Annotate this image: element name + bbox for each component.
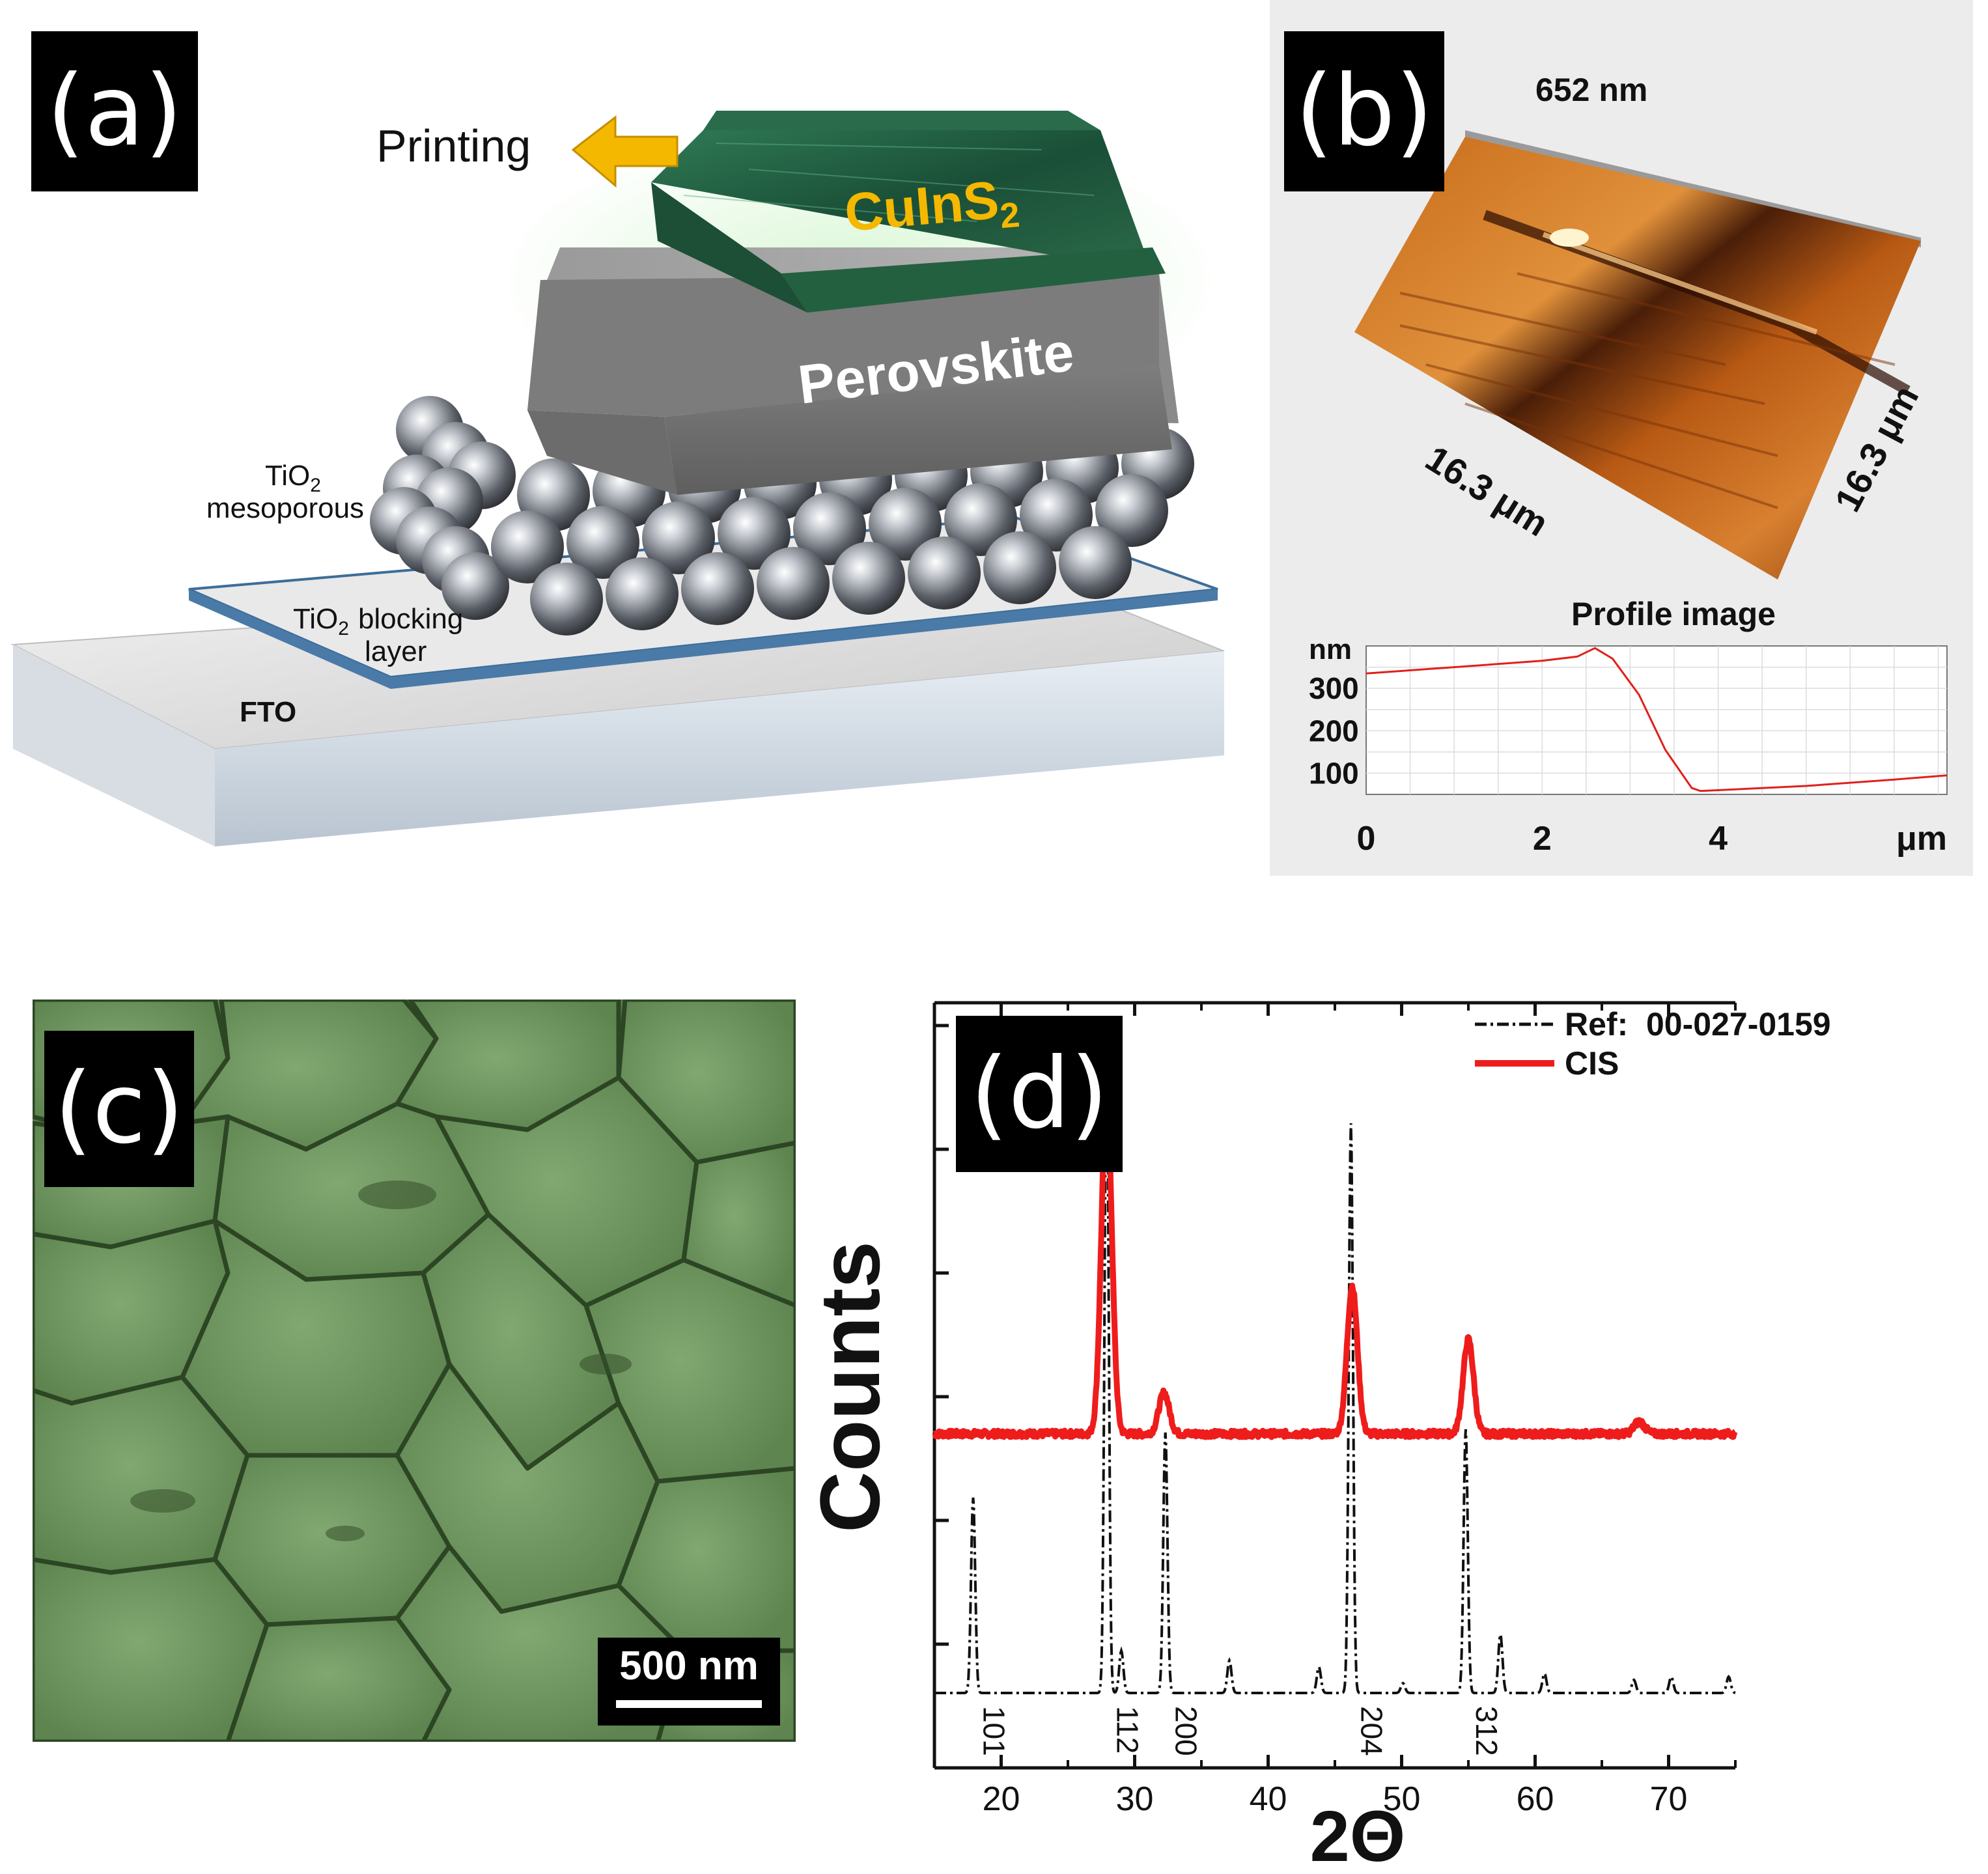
- x-tick-label: 70: [1650, 1780, 1688, 1818]
- afm-surface: [1354, 137, 1921, 580]
- blocking-label-base: TiO: [293, 603, 338, 635]
- printing-arrow: [571, 115, 679, 188]
- tio2-sphere: [832, 542, 905, 615]
- x-tick-label: 50: [1383, 1780, 1421, 1818]
- sem-image: [33, 1000, 796, 1742]
- tio2-sphere: [441, 552, 509, 620]
- meso-label-base: TiO: [265, 460, 310, 492]
- tio2-sphere: [908, 537, 981, 609]
- x-tick-label: 40: [1250, 1780, 1287, 1818]
- afm-height-label: 652 nm: [1535, 72, 1647, 108]
- afm-panel: 652 nm 16.3 μm 16.3 μm Profile image nm …: [1309, 72, 1948, 858]
- profile-x-tick-label: 4: [1709, 820, 1728, 858]
- tio2-sphere: [681, 552, 754, 625]
- profile-line: [1365, 647, 1948, 792]
- tio2-sphere: [869, 488, 942, 561]
- scale-bar-box: 500 nm: [598, 1638, 780, 1726]
- meso-label-word: mesoporous: [206, 492, 364, 524]
- blocking-label: TiO2 blocking: [293, 603, 463, 639]
- profile-y-tick-label: 100: [1309, 756, 1359, 790]
- hkl-label: 112: [1110, 1706, 1144, 1754]
- legend-ref-text: Ref: 00-027-0159: [1565, 1006, 1831, 1042]
- panel-b-label: (b): [1284, 31, 1444, 191]
- panel-d: 101 112 200 204 312 20 30 40 50 60 70 Ref: 00-027…: [802, 964, 1862, 1874]
- tio2-sphere: [757, 547, 830, 620]
- panel-a-label: (a): [31, 31, 198, 191]
- tio2-sphere: [718, 497, 791, 570]
- legend-cis-text: CIS: [1565, 1045, 1619, 1082]
- hkl-labels: 101 112 200 204 312: [977, 1706, 1503, 1756]
- y-axis-label: Counts: [807, 1241, 897, 1533]
- meso-label: TiO2: [265, 460, 321, 496]
- cuins2-label: CuInS2: [843, 169, 1022, 249]
- fto-label: FTO: [240, 696, 296, 728]
- panel-c: (c) 500 nm: [33, 1000, 796, 1742]
- profile-x-ticks: 0 2 4: [1357, 820, 1728, 858]
- tio2-sphere: [944, 483, 1017, 556]
- panel-b: 652 nm 16.3 μm 16.3 μm Profile image nm …: [1270, 0, 1973, 876]
- panel-c-label: (c): [44, 1031, 194, 1187]
- afm-streaks: [1399, 272, 1896, 509]
- xrd-axes: [932, 1001, 1737, 1770]
- tio2-sphere: [491, 510, 564, 583]
- cis-series-line: [932, 1093, 1738, 1440]
- blocking-label-word2: layer: [365, 636, 427, 667]
- blocking-label-word1: blocking: [358, 603, 463, 635]
- tio2-sphere: [606, 557, 679, 630]
- profile-y-tick-label: 200: [1309, 714, 1359, 748]
- cuins2-label-base: CuInS: [843, 171, 1001, 243]
- afm-ridge: [1542, 232, 1818, 335]
- sem-grains: [33, 1000, 796, 1742]
- x-tick-label: 30: [1116, 1780, 1154, 1818]
- profile-y-ticks: 300 200 100: [1309, 671, 1359, 790]
- mesoporous-spheres: [370, 396, 1194, 636]
- panel-a: Printing CuInS2 Perovskite TiO2 mesoporo…: [0, 0, 1276, 892]
- profile-title: Profile image: [1571, 596, 1776, 632]
- x-axis-label: 2Θ: [1310, 1797, 1406, 1869]
- tio2-sphere: [567, 506, 639, 579]
- tio2-sphere: [642, 501, 715, 574]
- panel-d-label: (d): [956, 1016, 1123, 1172]
- scale-bar-line: [616, 1700, 762, 1708]
- hkl-label: 312: [1470, 1706, 1504, 1756]
- x-tick-label: 20: [983, 1780, 1020, 1818]
- sem-dark-spots: [130, 1181, 632, 1541]
- device-schematic: Printing CuInS2 Perovskite TiO2 mesoporo…: [10, 111, 1225, 846]
- profile-x-unit: μm: [1896, 820, 1947, 858]
- tio2-sphere: [983, 531, 1056, 604]
- hkl-label: 200: [1169, 1706, 1203, 1756]
- profile-y-unit: nm: [1309, 634, 1352, 665]
- profile-x-tick-label: 2: [1533, 820, 1552, 858]
- hkl-label: 101: [977, 1706, 1011, 1756]
- tio2-sphere: [530, 563, 603, 636]
- hkl-label: 204: [1355, 1706, 1389, 1756]
- scale-bar-text: 500 nm: [619, 1643, 759, 1688]
- afm-bright-spot: [1550, 229, 1589, 247]
- profile-y-tick-label: 300: [1309, 671, 1359, 705]
- cuins2-label-sub: 2: [998, 195, 1021, 236]
- meso-label-sub: 2: [310, 475, 321, 496]
- profile-x-tick-label: 0: [1357, 820, 1376, 858]
- printing-text: Printing: [376, 120, 531, 171]
- x-tick-labels: 20 30 40 50 60 70: [983, 1780, 1688, 1818]
- x-tick-label: 60: [1517, 1780, 1554, 1818]
- afm-side-left: 16.3 μm: [1419, 438, 1556, 544]
- perovskite-block: [527, 247, 1179, 495]
- tio2-sphere: [793, 492, 866, 565]
- ref-series-line: [934, 1041, 1736, 1694]
- tio2-sphere: [1095, 474, 1168, 547]
- cuins2-block: [651, 111, 1166, 313]
- xrd-chart: 101 112 200 204 312 20 30 40 50 60 70 Ref: 00-027…: [802, 1001, 1831, 1874]
- blocking-label-sub: 2: [338, 618, 349, 639]
- tio2-sphere: [1059, 526, 1132, 599]
